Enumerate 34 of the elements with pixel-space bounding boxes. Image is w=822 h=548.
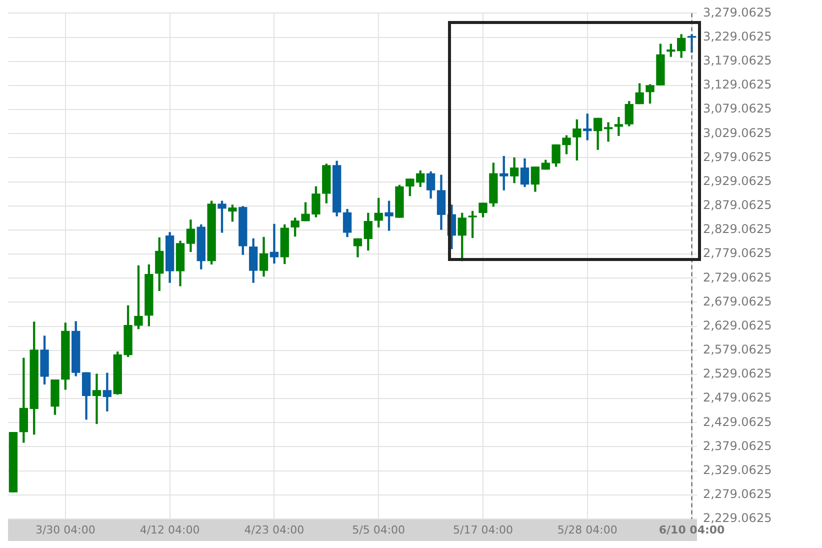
y-tick-label: 2,829.0625 bbox=[703, 222, 772, 236]
x-tick-label: 5/17 04:00 bbox=[453, 523, 513, 536]
y-tick-label: 3,129.0625 bbox=[703, 78, 772, 92]
x-tick-label: 5/28 04:00 bbox=[557, 523, 618, 536]
x-tick-label: 6/10 04:00 bbox=[658, 523, 726, 536]
x-tick-label: 3/30 04:00 bbox=[35, 523, 96, 536]
y-tick-label: 2,879.0625 bbox=[703, 198, 772, 212]
y-tick-label: 2,329.0625 bbox=[703, 462, 772, 477]
y-tick-label: 2,429.0625 bbox=[703, 414, 772, 429]
y-tick-label: 2,729.0625 bbox=[703, 270, 772, 284]
y-tick-label: 2,979.0625 bbox=[703, 150, 772, 164]
y-tick-label: 2,679.0625 bbox=[703, 294, 772, 308]
x-tick-label: 4/12 04:00 bbox=[140, 523, 200, 536]
y-tick-label: 2,779.0625 bbox=[703, 246, 772, 260]
candlestick bbox=[270, 224, 279, 264]
y-tick-label: 2,629.0625 bbox=[703, 318, 772, 332]
candlestick bbox=[92, 374, 102, 424]
y-tick-label: 3,179.0625 bbox=[703, 53, 772, 68]
y-tick-label: 3,229.0625 bbox=[703, 29, 772, 44]
y-tick-label: 2,379.0625 bbox=[703, 438, 772, 453]
y-tick-label: 2,229.0625 bbox=[703, 511, 772, 526]
candlestick bbox=[102, 372, 112, 412]
x-tick-label: 5/5 04:00 bbox=[352, 523, 406, 536]
y-tick-label: 2,479.0625 bbox=[703, 390, 772, 405]
y-tick-label: 2,529.0625 bbox=[703, 366, 772, 381]
y-tick-label: 2,579.0625 bbox=[703, 342, 772, 357]
y-tick-label: 2,279.0625 bbox=[703, 487, 772, 502]
x-tick-label: 4/23 04:00 bbox=[244, 523, 304, 536]
candlestick bbox=[614, 116, 624, 136]
y-tick-label: 2,929.0625 bbox=[703, 174, 772, 188]
y-tick-label: 3,079.0625 bbox=[703, 102, 772, 116]
y-tick-label: 3,029.0625 bbox=[703, 126, 772, 140]
y-tick-label: 3,279.0625 bbox=[703, 5, 772, 20]
candlestick bbox=[604, 122, 613, 142]
